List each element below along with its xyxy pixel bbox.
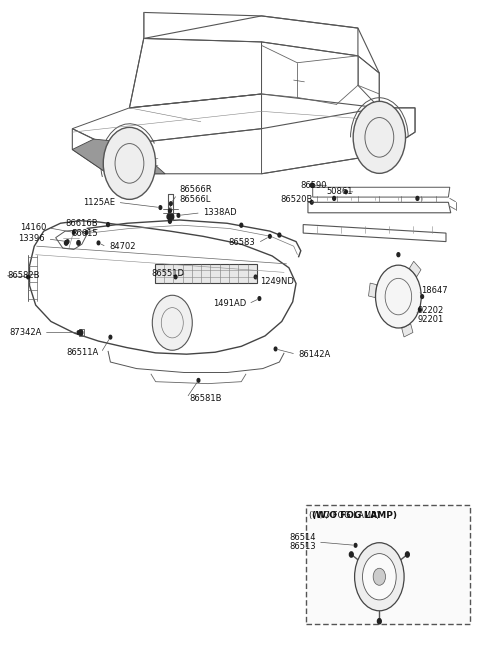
- Circle shape: [197, 379, 200, 382]
- Circle shape: [312, 184, 314, 187]
- Circle shape: [27, 275, 29, 279]
- Circle shape: [169, 202, 172, 205]
- Circle shape: [416, 196, 419, 200]
- Circle shape: [174, 275, 177, 279]
- Text: 14160: 14160: [20, 223, 46, 232]
- Text: 50861: 50861: [327, 188, 353, 196]
- Text: 86581B: 86581B: [189, 394, 221, 403]
- Circle shape: [333, 196, 336, 200]
- Circle shape: [103, 127, 156, 199]
- Circle shape: [177, 214, 180, 217]
- Polygon shape: [72, 139, 165, 174]
- Circle shape: [170, 214, 174, 219]
- Circle shape: [278, 233, 281, 237]
- Circle shape: [311, 201, 313, 204]
- Circle shape: [354, 544, 357, 547]
- Circle shape: [152, 295, 192, 350]
- Text: (W/O FOG LAMP): (W/O FOG LAMP): [312, 511, 397, 520]
- Text: 1125AE: 1125AE: [83, 198, 115, 207]
- Circle shape: [159, 206, 162, 209]
- Circle shape: [254, 275, 257, 279]
- Text: 87342A: 87342A: [9, 328, 41, 337]
- Circle shape: [419, 308, 421, 312]
- Bar: [155, 264, 257, 283]
- Circle shape: [345, 190, 348, 194]
- Circle shape: [79, 330, 83, 335]
- Polygon shape: [369, 283, 377, 298]
- Circle shape: [107, 222, 109, 226]
- Circle shape: [66, 239, 69, 243]
- Circle shape: [168, 209, 171, 213]
- Circle shape: [274, 347, 277, 351]
- Text: 86514
86513: 86514 86513: [289, 533, 315, 552]
- Circle shape: [375, 265, 421, 328]
- Circle shape: [373, 568, 385, 585]
- Circle shape: [349, 552, 353, 557]
- Text: 86582B: 86582B: [7, 271, 40, 280]
- Circle shape: [168, 219, 171, 223]
- Circle shape: [311, 183, 313, 187]
- Text: 86520B: 86520B: [280, 195, 312, 203]
- Text: 86142A: 86142A: [299, 350, 331, 359]
- Circle shape: [64, 241, 68, 245]
- Text: 84702: 84702: [109, 242, 135, 251]
- Text: 86590: 86590: [300, 181, 327, 190]
- Polygon shape: [402, 324, 413, 337]
- Polygon shape: [409, 261, 421, 277]
- Text: 86566R
86566L: 86566R 86566L: [180, 185, 212, 204]
- Text: 86511A: 86511A: [66, 348, 98, 358]
- Circle shape: [353, 101, 406, 173]
- Circle shape: [97, 241, 100, 245]
- Circle shape: [109, 335, 112, 339]
- Text: 13396: 13396: [19, 234, 45, 243]
- Circle shape: [355, 543, 404, 611]
- Circle shape: [72, 231, 75, 234]
- Text: 86583: 86583: [229, 238, 255, 247]
- Circle shape: [240, 223, 243, 227]
- Text: 18647: 18647: [421, 285, 448, 295]
- Circle shape: [77, 331, 80, 335]
- FancyBboxPatch shape: [306, 504, 470, 624]
- Circle shape: [421, 295, 423, 298]
- Circle shape: [362, 554, 396, 600]
- Circle shape: [397, 253, 400, 256]
- Circle shape: [167, 214, 171, 219]
- Circle shape: [377, 619, 381, 624]
- Text: 92202
92201: 92202 92201: [418, 306, 444, 324]
- Text: 1338AD: 1338AD: [203, 209, 237, 217]
- Circle shape: [85, 231, 88, 234]
- Text: 86616B
86615: 86616B 86615: [65, 219, 97, 238]
- Text: 86551D: 86551D: [151, 268, 184, 277]
- Text: 1249ND: 1249ND: [260, 277, 294, 286]
- Text: 1491AD: 1491AD: [213, 299, 246, 308]
- Circle shape: [268, 235, 271, 238]
- Circle shape: [77, 241, 80, 245]
- Text: (W/O FOG LAMP): (W/O FOG LAMP): [310, 511, 380, 520]
- Circle shape: [406, 552, 409, 557]
- Circle shape: [258, 297, 261, 300]
